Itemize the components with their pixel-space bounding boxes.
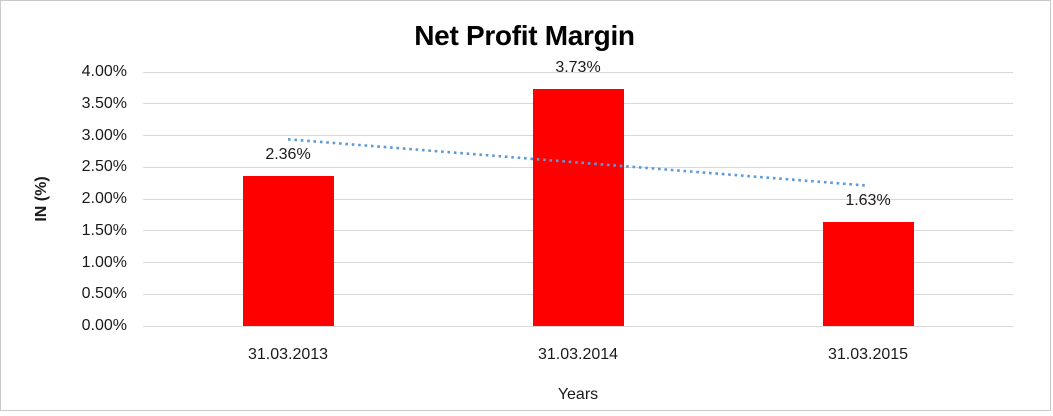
y-tick-label: 2.50% xyxy=(81,158,127,176)
y-tick-label: 0.00% xyxy=(81,317,127,334)
y-tick-label: 2.00% xyxy=(81,190,127,207)
gridline xyxy=(143,325,1013,327)
y-tick-label: 4.00% xyxy=(81,63,127,80)
x-tick-label: 31.03.2014 xyxy=(537,346,619,363)
y-tick-label: 0.50% xyxy=(81,285,127,303)
bar xyxy=(532,89,624,326)
y-tick-label: 1.00% xyxy=(81,253,127,271)
x-tick-label: 31.03.2015 xyxy=(827,346,909,363)
y-axis-title: IN (%) xyxy=(33,176,50,222)
bar xyxy=(242,176,334,326)
bar-value-label: 2.36% xyxy=(265,146,311,164)
gridline xyxy=(143,71,1013,73)
y-tick-label: 3.00% xyxy=(81,126,127,144)
x-tick-label: 31.03.2013 xyxy=(247,346,329,363)
x-axis-title: Years xyxy=(557,386,599,403)
bar-value-label: 1.63% xyxy=(845,192,891,210)
chart-title: Net Profit Margin xyxy=(414,20,635,51)
y-tick-label: 3.50% xyxy=(81,94,127,112)
bar xyxy=(822,222,914,326)
y-tick-label: 1.50% xyxy=(81,221,127,239)
bar-value-label: 3.73% xyxy=(555,59,601,77)
